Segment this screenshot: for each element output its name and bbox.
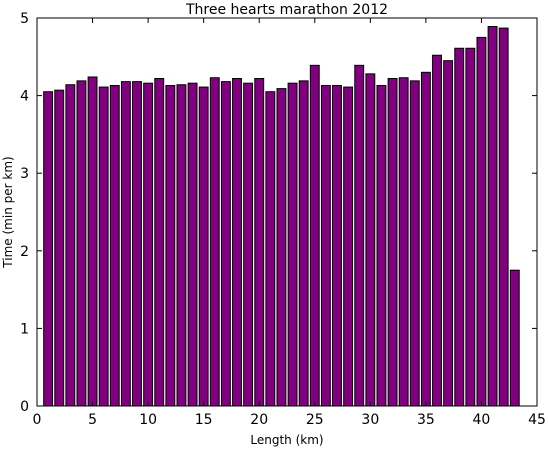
bar-km-7 (109, 85, 120, 407)
bar-km-3 (65, 84, 76, 407)
bar-km-36 (432, 54, 442, 407)
bar-km-42 (498, 27, 509, 407)
y-tick-label-3: 3 (20, 166, 29, 182)
y-axis-label: Time (min per km) (1, 156, 15, 268)
bar-km-40 (476, 36, 487, 407)
bar-km-25 (309, 64, 320, 407)
bar-km-27 (332, 85, 342, 407)
bar-km-11 (154, 78, 165, 407)
bar-km-35 (420, 71, 431, 407)
bar-km-23 (287, 82, 298, 407)
bar-km-38 (454, 47, 465, 407)
x-tick-label-30: 30 (361, 412, 379, 428)
bar-km-8 (120, 81, 131, 407)
bar-km-34 (409, 80, 420, 407)
bar-km-15 (198, 86, 209, 407)
y-tick-label-5: 5 (20, 11, 29, 27)
bar-km-1 (43, 91, 54, 407)
y-tick-label-4: 4 (20, 89, 29, 105)
bar-km-39 (465, 47, 476, 407)
bar-km-33 (398, 77, 409, 407)
bar-km-28 (343, 86, 354, 407)
bar-km-21 (265, 91, 276, 407)
y-tick-label-1: 1 (20, 321, 29, 337)
x-tick-label-35: 35 (417, 412, 435, 428)
bar-km-17 (220, 81, 231, 407)
bar-km-20 (254, 78, 265, 407)
bar-km-41 (487, 26, 498, 407)
x-tick-label-25: 25 (306, 412, 324, 428)
bar-km-16 (209, 77, 220, 407)
bar-km-29 (354, 64, 365, 407)
bar-km-5 (87, 76, 98, 407)
x-tick-label-5: 5 (88, 412, 97, 428)
bar-km-9 (132, 81, 142, 407)
bar-km-31 (376, 85, 387, 407)
x-tick-label-20: 20 (250, 412, 268, 428)
bar-km-26 (320, 85, 331, 407)
bar-km-4 (76, 80, 87, 407)
bar-km-43 (509, 269, 520, 407)
bar-km-30 (365, 73, 376, 407)
bar-km-19 (243, 82, 254, 407)
plot-frame (36, 17, 538, 407)
x-tick-label-0: 0 (33, 412, 42, 428)
x-tick-label-45: 45 (528, 412, 546, 428)
x-tick-label-10: 10 (139, 412, 157, 428)
bar-km-2 (54, 89, 65, 407)
bar-km-18 (232, 78, 242, 407)
bar-km-32 (387, 78, 398, 407)
bar-km-24 (298, 80, 309, 407)
bar-km-13 (176, 84, 187, 407)
x-tick-label-40: 40 (473, 412, 491, 428)
y-tick-label-2: 2 (20, 244, 29, 260)
chart-title: Three hearts marathon 2012 (185, 2, 388, 18)
x-axis-label: Length (km) (250, 433, 323, 447)
y-tick-label-0: 0 (20, 399, 29, 415)
bars-layer (43, 26, 520, 407)
bar-km-14 (187, 82, 198, 407)
bar-km-12 (165, 85, 176, 407)
bar-km-37 (443, 60, 454, 407)
bar-km-10 (143, 82, 154, 407)
x-tick-label-15: 15 (195, 412, 213, 428)
bar-km-22 (276, 88, 287, 407)
bar-km-6 (98, 86, 109, 407)
